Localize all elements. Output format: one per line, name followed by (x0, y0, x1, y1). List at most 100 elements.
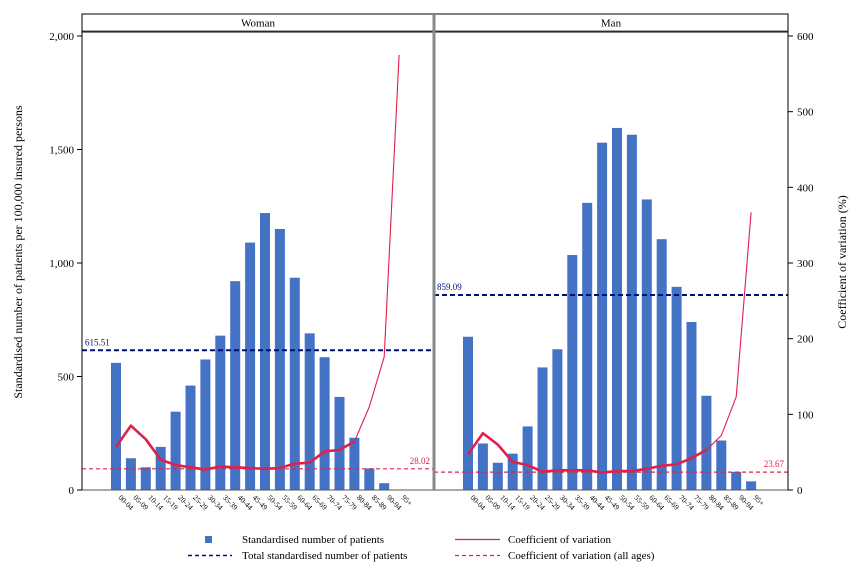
y-right-tick-label: 300 (797, 258, 814, 270)
x-tick-label: 20-24 (528, 493, 547, 512)
cv-line-main (466, 431, 708, 474)
panel-title: Woman (241, 18, 275, 30)
cv-line-main (114, 424, 356, 471)
bar (125, 458, 136, 490)
x-tick-label: 90-94 (737, 493, 756, 512)
x-tick-label: 20-24 (176, 493, 195, 512)
bar (200, 359, 211, 490)
x-tick-label: 35-39 (573, 493, 592, 512)
bar (319, 357, 330, 490)
x-tick-label: 85-89 (370, 493, 389, 512)
legend-cv-label: Coefficient of variation (508, 534, 612, 546)
bar (522, 426, 533, 490)
x-tick-label: 15-19 (161, 493, 180, 512)
bar (289, 277, 300, 490)
y-left-axis-label: Standardised number of patients per 100,… (11, 105, 25, 399)
bar (230, 281, 241, 490)
bar (364, 468, 375, 490)
legend-bar-swatch (205, 536, 212, 543)
bar (567, 255, 578, 490)
panel-frame (81, 30, 435, 491)
x-tick-label: 70-74 (325, 493, 344, 512)
bar (537, 367, 548, 490)
x-tick-label: 00-04 (469, 493, 488, 512)
bar (260, 213, 270, 490)
x-tick-label: 55-59 (280, 493, 299, 512)
x-tick-label: 80-84 (707, 493, 726, 512)
bar (656, 239, 667, 490)
bar (731, 471, 742, 490)
bar (701, 395, 712, 490)
x-tick-label: 10-14 (146, 493, 165, 512)
x-tick-label: 45-49 (603, 493, 622, 512)
bar (111, 362, 121, 490)
y-right-axis-label: Coefficient of variation (%) (835, 195, 849, 328)
x-tick-label: 10-14 (498, 493, 517, 512)
legend-cv-all-label: Coefficient of variation (all ages) (508, 550, 655, 562)
x-tick-label: 65-69 (662, 493, 681, 512)
y-left-tick-label: 0 (69, 485, 75, 497)
bar (463, 336, 473, 490)
x-tick-label: 00-04 (117, 493, 136, 512)
bar (612, 127, 622, 490)
y-right-tick-label: 600 (797, 31, 814, 43)
x-tick-label: 75-79 (692, 493, 711, 512)
x-tick-label: 50-54 (266, 493, 285, 512)
y-right-tick-label: 200 (797, 334, 814, 346)
panel-frame (433, 30, 789, 491)
x-tick-label: 25-29 (191, 493, 210, 512)
bar (686, 322, 697, 490)
x-tick-label: 85-89 (722, 493, 741, 512)
bar (477, 443, 488, 490)
bar (582, 202, 593, 490)
panel-title: Man (601, 18, 622, 30)
x-tick-label: 80-84 (355, 493, 374, 512)
x-tick-label: 40-44 (236, 493, 255, 512)
x-tick-label: 40-44 (588, 493, 607, 512)
cv-all-label: 23.67 (764, 459, 785, 469)
x-tick-label: 05-09 (131, 493, 150, 512)
bar (274, 228, 285, 490)
bar (671, 286, 682, 490)
bar (379, 483, 390, 490)
x-tick-label: 60-64 (295, 493, 314, 512)
bar (716, 440, 727, 490)
bar (215, 335, 226, 490)
panel-man: Man 859.09 23.67 00-0405-0910-1415-1920-242… (433, 13, 789, 512)
y-right-tick-label: 0 (797, 485, 803, 497)
cv-line (115, 54, 400, 471)
x-tick-label: 30-34 (206, 493, 225, 512)
bar (597, 142, 608, 490)
bar (552, 349, 563, 490)
y-left-tick-label: 1,500 (49, 145, 74, 157)
bar (245, 242, 256, 490)
bar (492, 462, 503, 490)
panel-woman: Woman 615.51 28.02 00-0405-0910-1415-1920-2… (81, 13, 435, 512)
x-tick-label: 15-19 (513, 493, 532, 512)
x-tick-label: 30-34 (558, 493, 577, 512)
y-left-tick-label: 500 (58, 372, 75, 384)
x-tick-label: 05-09 (483, 493, 502, 512)
bar (170, 411, 181, 490)
bar (746, 481, 757, 490)
bar (626, 134, 637, 490)
x-tick-label: 50-54 (618, 493, 637, 512)
x-tick-label: 90-94 (385, 493, 404, 512)
bar (140, 467, 151, 490)
bar (641, 199, 652, 490)
x-tick-label: 75-79 (340, 493, 359, 512)
x-tick-label: 35-39 (221, 493, 240, 512)
y-left-tick-label: 1,000 (49, 258, 74, 270)
y-right-tick-label: 100 (797, 409, 814, 421)
x-tick-label: 45-49 (251, 493, 270, 512)
y-left-tick-label: 2,000 (49, 31, 74, 43)
bar (304, 333, 315, 490)
x-tick-label: 25-29 (543, 493, 562, 512)
cv-all-label: 28.02 (410, 456, 430, 466)
x-tick-label: 70-74 (677, 493, 696, 512)
y-right-tick-label: 500 (797, 107, 814, 119)
y-right-tick-label: 400 (797, 182, 814, 194)
legend-total-label: Total standardised number of patients (242, 550, 407, 562)
legend-bar-label: Standardised number of patients (242, 534, 384, 546)
